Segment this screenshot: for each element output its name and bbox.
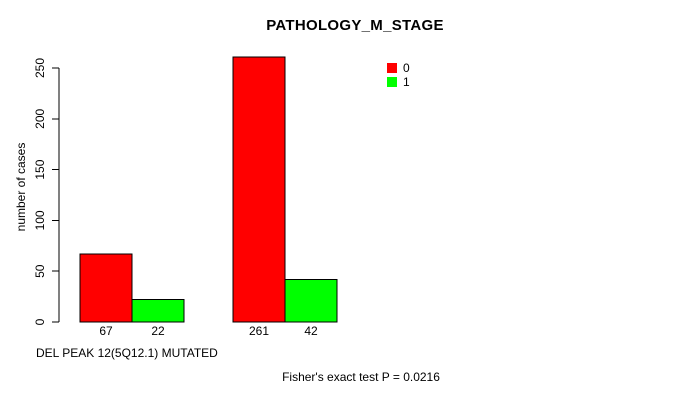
legend-item: 1: [387, 76, 410, 88]
legend-item: 0: [387, 62, 410, 74]
legend-label: 0: [403, 61, 410, 75]
legend-label: 1: [403, 75, 410, 89]
bar-count-label: 42: [304, 324, 318, 338]
bar-series0-group1: [79, 253, 133, 323]
bar-count-label: 67: [99, 324, 113, 338]
bar-count-label: 261: [249, 324, 269, 338]
legend-swatch-1: [387, 77, 397, 87]
bar-series1-group1: [131, 299, 185, 323]
y-axis-tick-label: 0: [33, 318, 47, 325]
fisher-test-note: Fisher's exact test P = 0.0216: [282, 370, 440, 384]
y-axis-tick-label: 150: [33, 159, 47, 179]
bar-count-label: 22: [151, 324, 165, 338]
y-axis-tick-label: 50: [33, 264, 47, 278]
y-axis-tick-label: 250: [33, 58, 47, 78]
bar-series1-group2: [284, 278, 338, 323]
x-axis-label: DEL PEAK 12(5Q12.1) MUTATED: [36, 346, 218, 360]
y-axis-tick-label: 100: [33, 210, 47, 230]
legend-swatch-0: [387, 63, 397, 73]
y-axis-tick-label: 200: [33, 108, 47, 128]
chart-title: PATHOLOGY_M_STAGE: [266, 17, 444, 34]
bar-series0-group2: [232, 56, 286, 323]
